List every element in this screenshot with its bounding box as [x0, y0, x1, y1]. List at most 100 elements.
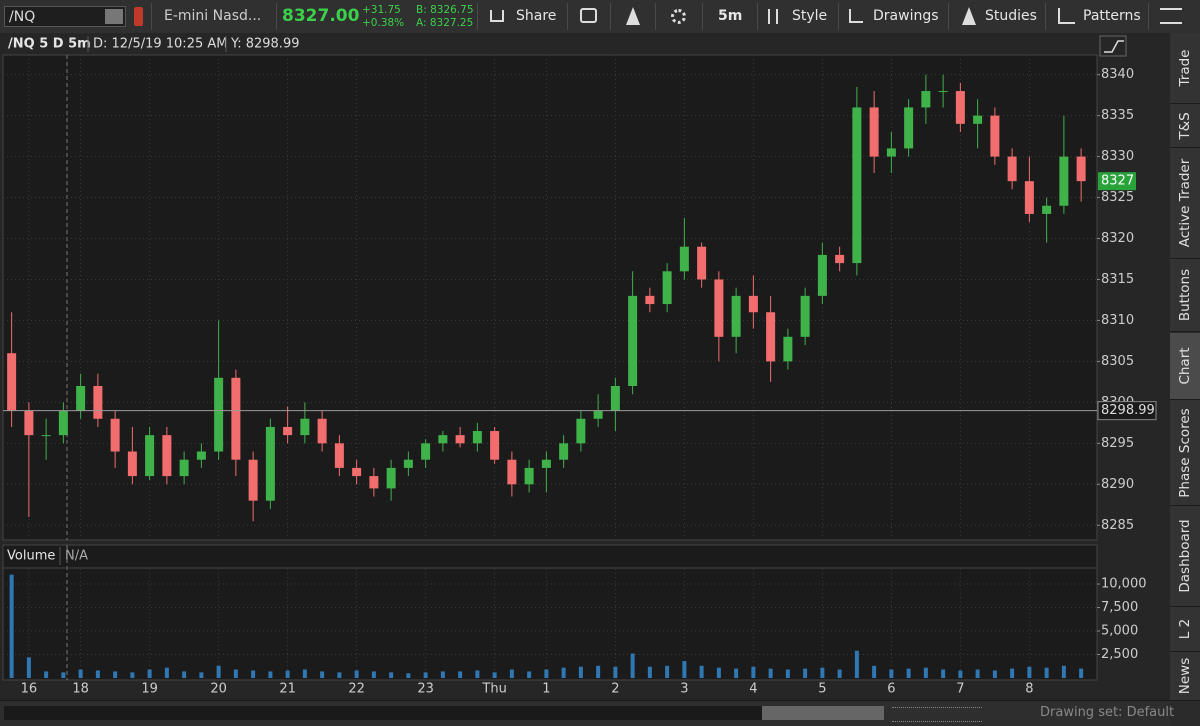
candle-body — [403, 459, 413, 468]
candle-body — [541, 459, 551, 468]
candle-body — [179, 459, 189, 477]
candle-body — [731, 295, 741, 337]
tab[interactable]: News — [1170, 652, 1200, 701]
tab-label: News — [1177, 657, 1193, 695]
patterns-button[interactable]: Patterns — [1083, 8, 1141, 24]
volume-bar — [699, 665, 704, 678]
candle-body — [748, 295, 758, 313]
style-button[interactable]: Style — [792, 8, 828, 24]
tab[interactable]: T&S — [1170, 104, 1200, 148]
tab-label: Chart — [1177, 347, 1193, 385]
candle-body — [421, 443, 431, 460]
candle-body — [162, 435, 172, 477]
last-price-label: 8327 — [1101, 174, 1134, 189]
scrollbar-track[interactable] — [4, 706, 884, 720]
tab[interactable]: Active Trader — [1170, 148, 1200, 259]
candle-body — [783, 336, 793, 362]
tab-label: Dashboard — [1177, 519, 1193, 593]
candle-body — [766, 312, 776, 362]
candle-body — [1076, 156, 1086, 182]
volume-bar — [613, 666, 618, 678]
candle-body — [817, 254, 827, 296]
volume-bar — [578, 666, 583, 678]
x-tick-label: 3 — [680, 682, 688, 697]
candle-body — [352, 467, 362, 477]
candle-body — [1059, 156, 1069, 206]
x-tick-label: 1 — [542, 682, 550, 697]
candle-body — [455, 435, 465, 444]
candle-body — [645, 295, 655, 305]
volume-bar — [734, 668, 739, 678]
x-tick-label: 7 — [956, 682, 964, 697]
volume-bar — [440, 671, 445, 678]
tab[interactable]: Trade — [1170, 33, 1200, 104]
zoom-controls[interactable] — [892, 707, 982, 722]
cursor-tag — [1097, 401, 1157, 421]
candle-body — [697, 246, 707, 280]
candle-body — [990, 115, 1000, 157]
aggregation-button[interactable]: 5m — [718, 8, 743, 24]
candle-body — [24, 410, 34, 436]
chart: /NQ 5 D 5m D: 12/5/19 10:25 AM Y: 8298.9… — [0, 33, 1170, 700]
volume-bar — [1027, 666, 1032, 678]
candle-body — [559, 443, 569, 460]
flask-icon[interactable] — [626, 7, 640, 25]
volume-bar — [44, 671, 49, 678]
y-tick-label: 8315 — [1101, 272, 1134, 287]
link-icon[interactable] — [134, 7, 143, 26]
y-tick-label: 8310 — [1101, 313, 1134, 328]
volume-bar — [992, 670, 997, 678]
candle-body — [214, 377, 224, 452]
volume-bar — [492, 672, 497, 678]
volume-bar — [665, 665, 670, 678]
volume-bar — [320, 671, 325, 678]
flag-icon[interactable] — [580, 8, 597, 23]
candle-body — [334, 443, 344, 468]
volume-bar — [354, 670, 359, 678]
tab[interactable]: Dashboard — [1170, 506, 1200, 607]
volume-bar — [975, 669, 980, 678]
share-button[interactable]: Share — [516, 8, 557, 24]
volume-bar — [216, 665, 221, 678]
volume-bar — [95, 670, 100, 678]
ask: A: 8327.25 — [416, 17, 474, 29]
volume-bar — [164, 667, 169, 678]
volume-bar — [716, 667, 721, 678]
volume-panel — [2, 544, 1098, 681]
tab[interactable]: Chart — [1170, 333, 1200, 400]
tab-label: L 2 — [1177, 618, 1193, 640]
tab[interactable]: Buttons — [1170, 259, 1200, 332]
tab[interactable]: L 2 — [1170, 607, 1200, 652]
x-tick-label: 22 — [348, 682, 365, 697]
date-label: D: 12/5/19 10:25 AM — [93, 37, 227, 52]
dropdown[interactable] — [105, 9, 123, 24]
y-tick-label: 8305 — [1101, 354, 1134, 369]
x-tick-label: 5 — [818, 682, 826, 697]
change: +31.75 — [362, 4, 401, 16]
scrollbar-thumb[interactable] — [762, 706, 884, 720]
symbol: /NQ — [9, 9, 36, 25]
volume-bar — [837, 669, 842, 678]
drawings-icon — [849, 9, 863, 23]
volume-bar — [923, 667, 928, 678]
patterns-icon — [1058, 8, 1075, 24]
studies-button[interactable]: Studies — [985, 8, 1037, 24]
x-tick-label: 2 — [611, 682, 619, 697]
candle-body — [1024, 181, 1034, 214]
volume-bar — [1044, 667, 1049, 678]
menu-icon[interactable] — [1160, 8, 1182, 24]
symbol-box[interactable]: /NQ — [4, 6, 126, 27]
candle-body — [283, 426, 293, 436]
side-tabs: Trade T&S Active Trader Buttons Chart Ph… — [1170, 33, 1200, 701]
tab[interactable]: Phase Scores — [1170, 400, 1200, 506]
volume-bar — [527, 671, 532, 678]
volume-bar — [561, 667, 566, 678]
drawings-button[interactable]: Drawings — [873, 8, 939, 24]
scale-button[interactable] — [1099, 35, 1127, 57]
candle-body — [886, 148, 896, 157]
settings-icon[interactable] — [671, 9, 686, 24]
tab-label: Phase Scores — [1177, 407, 1193, 498]
y-tick-label: 8285 — [1101, 518, 1134, 533]
drawing-set[interactable]: Drawing set: Default — [1040, 705, 1175, 720]
x-tick-label: 20 — [210, 682, 227, 697]
